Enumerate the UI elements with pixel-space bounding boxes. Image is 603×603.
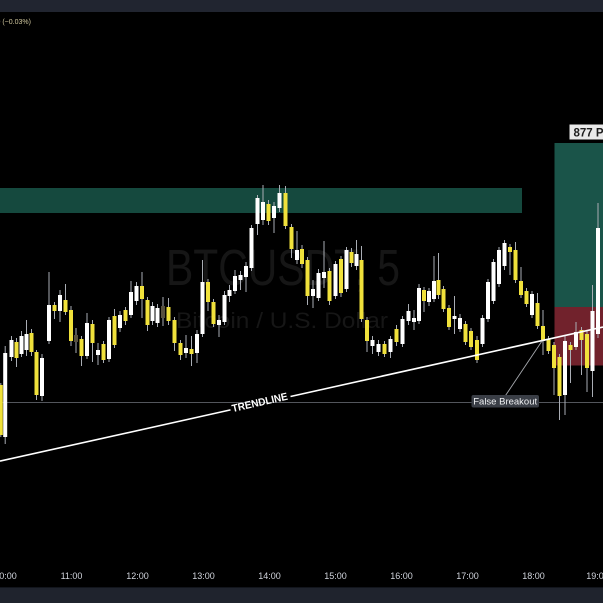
svg-text:10:00: 10:00 (0, 571, 17, 581)
svg-text:877 P: 877 P (574, 128, 603, 140)
svg-text:13:00: 13:00 (192, 571, 215, 581)
svg-text:12:00: 12:00 (126, 571, 149, 581)
svg-text:16:00: 16:00 (390, 571, 413, 581)
svg-text:11:00: 11:00 (61, 571, 83, 581)
svg-text:0 (−0.03%): 0 (−0.03%) (0, 19, 31, 26)
svg-text:19:00: 19:00 (586, 571, 603, 581)
svg-text:17:00: 17:00 (456, 571, 479, 581)
svg-text:18:00: 18:00 (522, 571, 545, 581)
svg-text:14:00: 14:00 (258, 571, 281, 581)
svg-text:Bitcoin / U.S. Dollar: Bitcoin / U.S. Dollar (176, 308, 388, 333)
svg-text:15:00: 15:00 (324, 571, 347, 581)
svg-text:False Breakout: False Breakout (473, 397, 537, 408)
